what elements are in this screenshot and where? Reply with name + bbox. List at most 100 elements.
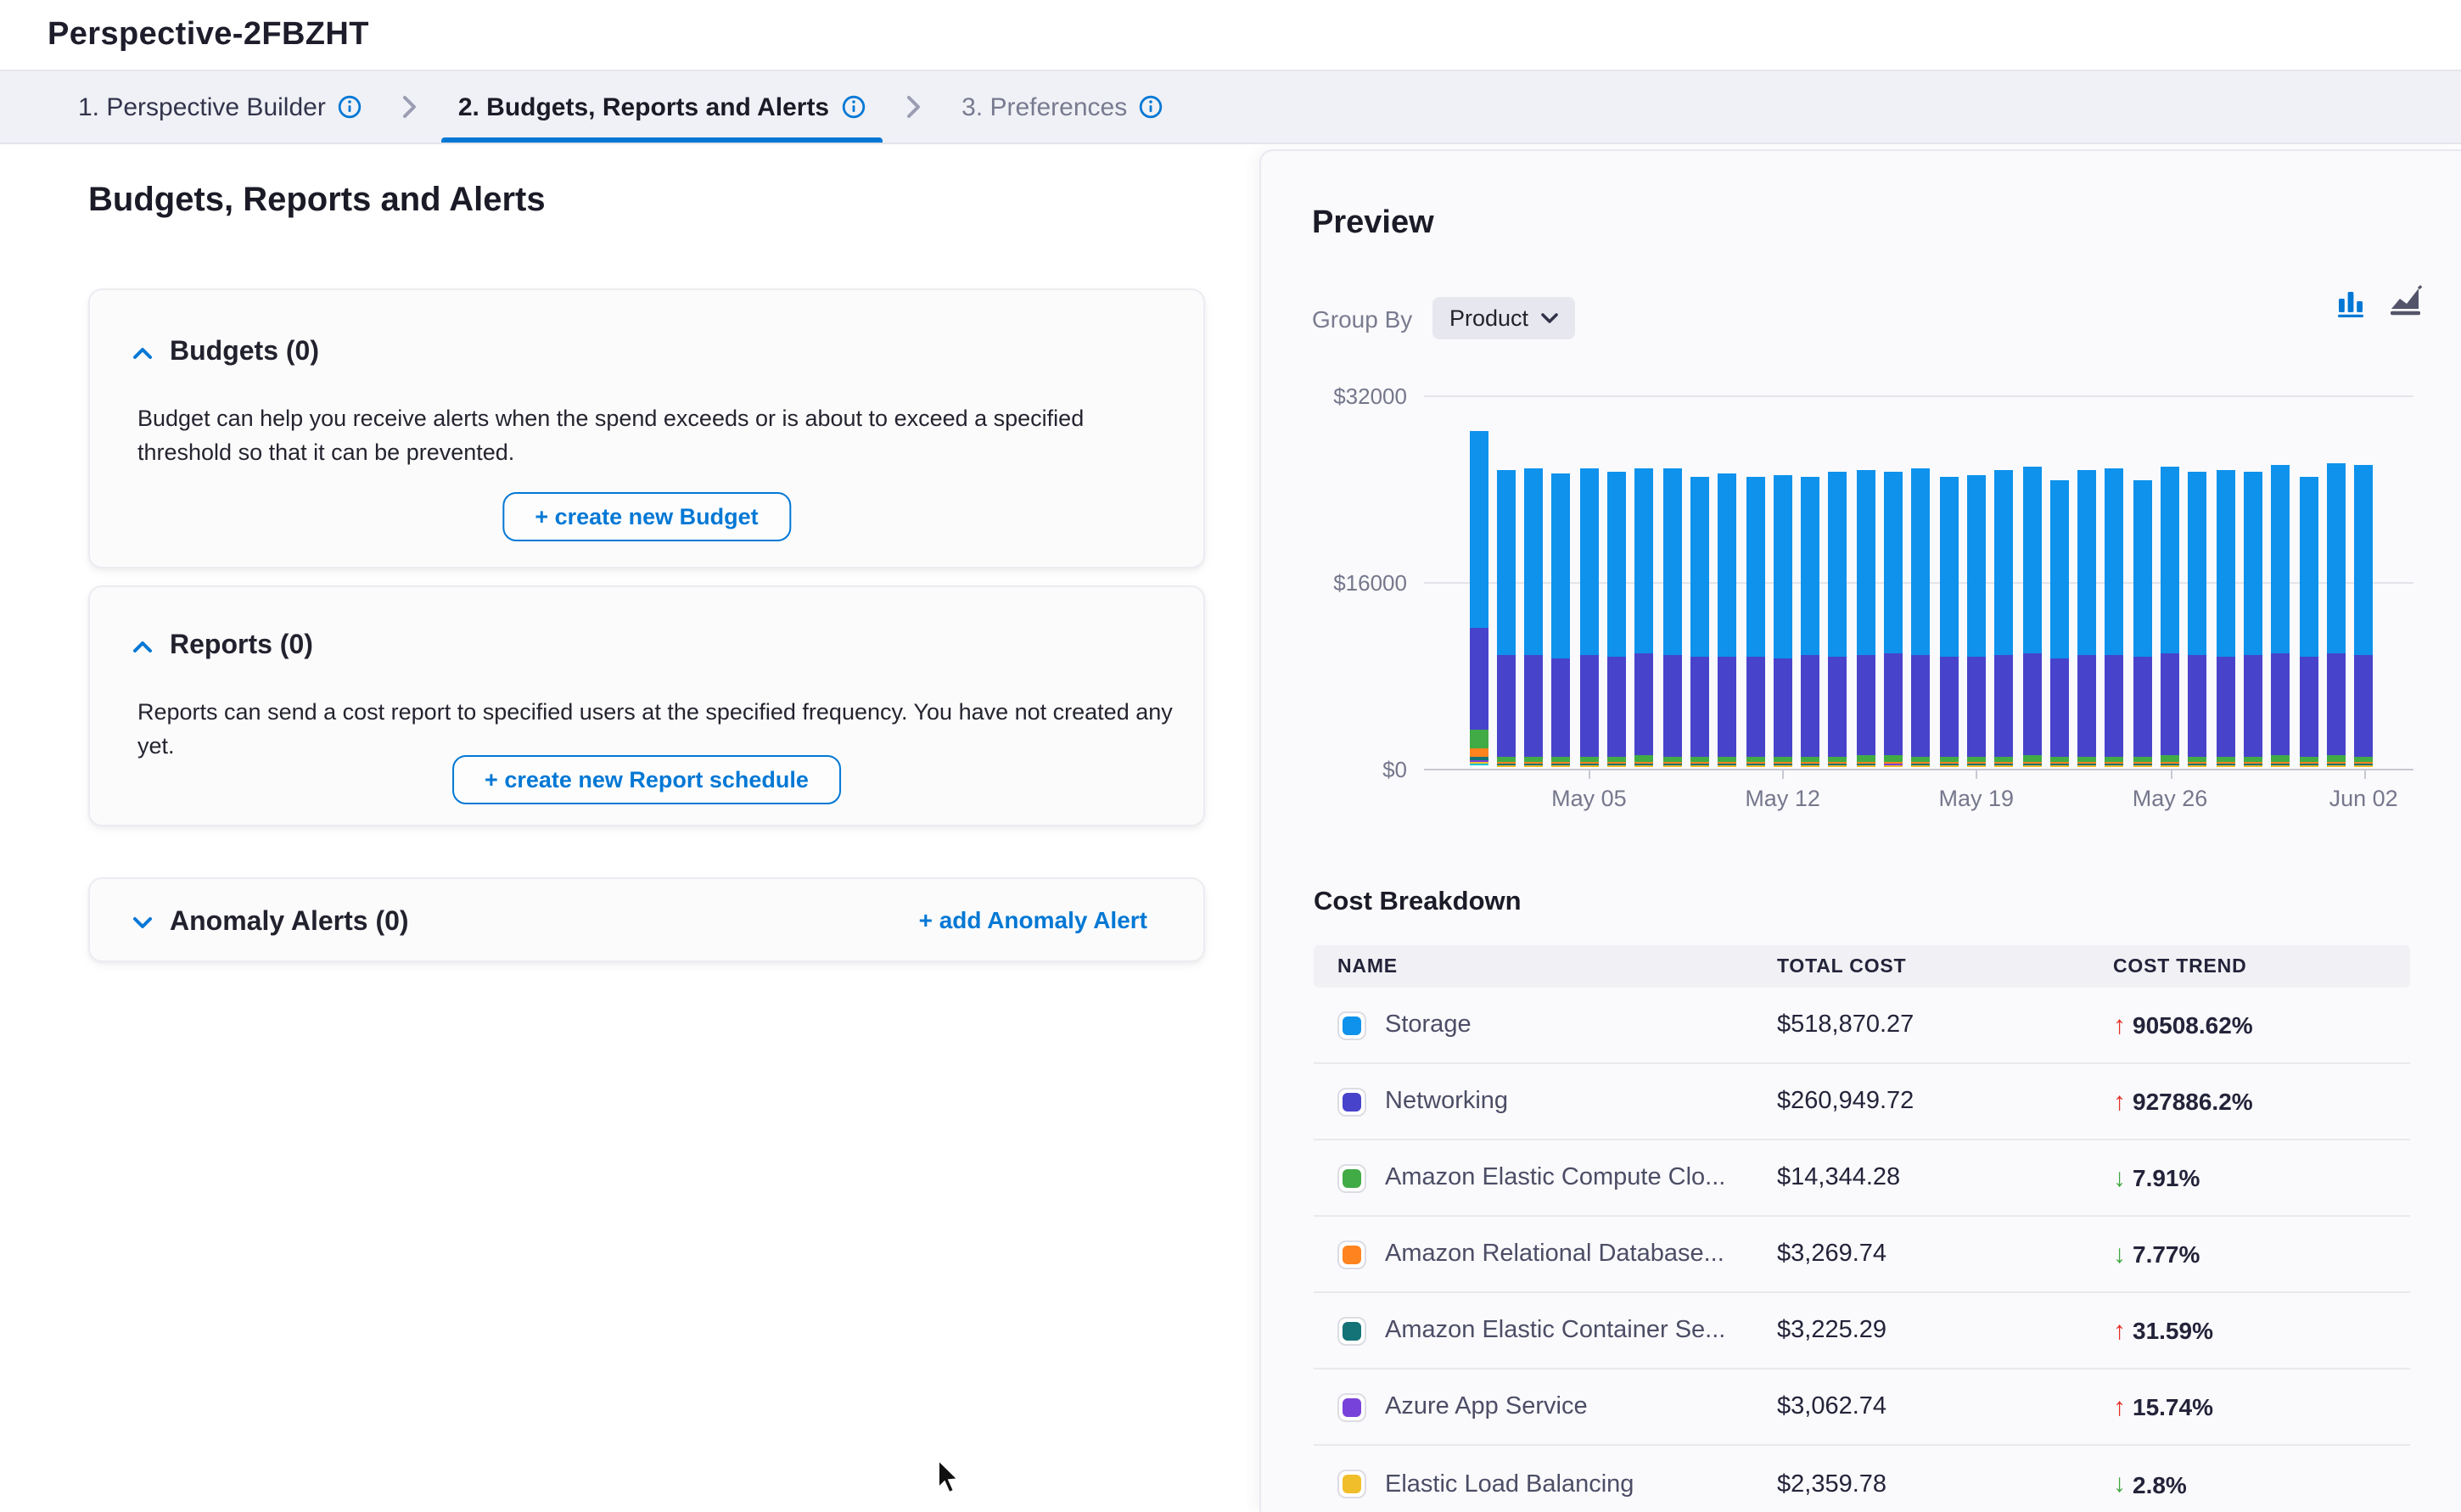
bar-segment — [1524, 762, 1544, 764]
bar-segment — [1746, 764, 1764, 766]
bar-segment — [1966, 757, 1986, 763]
bar-segment — [1884, 653, 1903, 755]
bar-segment — [1634, 765, 1654, 766]
stacked-bar — [1496, 470, 1516, 766]
bar-segment — [1801, 764, 1820, 766]
reports-card-header[interactable]: Reports (0) — [132, 631, 313, 662]
bar-segment — [1524, 765, 1544, 766]
group-by-dropdown[interactable]: Product — [1432, 297, 1575, 339]
bar-segment — [2049, 762, 2069, 764]
bar-segment — [2299, 762, 2318, 764]
table-row: Azure App Service $3,062.74 ↑ 15.74% — [1314, 1369, 2410, 1446]
stacked-bar — [2271, 464, 2290, 766]
bar-segment — [1911, 654, 1931, 758]
info-icon[interactable] — [841, 95, 865, 119]
bar-segment — [1746, 757, 1764, 763]
bar-segment — [1828, 656, 1847, 758]
bar-segment — [1856, 765, 1875, 766]
bar-chart-icon[interactable] — [2337, 287, 2368, 317]
stacked-bar — [2022, 466, 2041, 766]
bar-segment — [2188, 764, 2207, 766]
bar-segment — [2271, 652, 2290, 756]
bar-segment — [1662, 757, 1682, 763]
x-axis-tick — [1976, 768, 1978, 778]
stacked-bar — [1911, 468, 1931, 766]
bar-segment — [1551, 765, 1571, 766]
info-icon[interactable] — [1139, 95, 1163, 119]
bar-segment — [2188, 765, 2207, 766]
col-total-cost: TOTAL COST — [1777, 956, 1907, 977]
stacked-bar — [1634, 468, 1654, 766]
bar-segment — [1607, 757, 1626, 763]
anomaly-card-header[interactable]: Anomaly Alerts (0) — [132, 908, 409, 938]
bar-segment — [1801, 757, 1820, 763]
bar-segment — [2271, 763, 2290, 765]
page-title: Perspective-2FBZHT — [48, 16, 369, 52]
table-row: Storage $518,870.27 ↑ 90508.62% — [1314, 988, 2410, 1064]
bar-segment — [1551, 473, 1571, 658]
y-axis-tick-label: $32000 — [1333, 383, 1407, 408]
area-chart-icon[interactable] — [2390, 285, 2424, 317]
bar-segment — [1607, 762, 1626, 764]
bar-segment — [1551, 757, 1571, 763]
stacked-bar — [1884, 471, 1903, 766]
cost-breakdown-table: NAME TOTAL COST COST TREND Storage $518,8… — [1314, 945, 2410, 1512]
y-axis-tick-label: $16000 — [1333, 569, 1407, 595]
bar-segment — [1801, 765, 1820, 766]
table-row: Amazon Elastic Container Se... $3,225.29 ↑… — [1314, 1293, 2410, 1369]
tab-label: 1. Perspective Builder — [78, 92, 326, 121]
bar-segment — [2022, 466, 2041, 653]
bar-segment — [2188, 762, 2207, 764]
row-cost-trend: ↑ 927886.2% — [2113, 1087, 2410, 1116]
bar-segment — [1828, 757, 1847, 763]
table-row: Elastic Load Balancing $2,359.78 ↓ 2.8% — [1314, 1446, 2410, 1512]
bar-segment — [2133, 764, 2152, 766]
bar-segment — [1469, 762, 1488, 764]
stacked-bar — [1828, 472, 1847, 766]
x-axis-tick — [1589, 768, 1591, 778]
bar-segment — [1828, 472, 1847, 657]
bar-segment — [1718, 473, 1737, 657]
bar-segment — [2354, 464, 2374, 655]
bar-segment — [2105, 654, 2124, 758]
bar-segment — [2216, 470, 2235, 657]
trend-value: 90508.62% — [2133, 1011, 2253, 1039]
tab-3[interactable]: 3. Preferences — [951, 71, 1173, 143]
row-name: Amazon Relational Database... — [1385, 1240, 1724, 1268]
stacked-bar — [2049, 479, 2069, 766]
bar-segment — [1884, 471, 1903, 654]
bar-segment — [2077, 655, 2097, 758]
series-color-chip — [1337, 1087, 1366, 1116]
bar-segment — [1911, 764, 1931, 766]
bar-segment — [2188, 471, 2207, 656]
cost-breakdown-heading: Cost Breakdown — [1314, 888, 1522, 916]
info-icon[interactable] — [338, 95, 362, 119]
arrow-down-icon: ↓ — [2113, 1240, 2126, 1268]
reports-title: Reports (0) — [170, 631, 313, 660]
mouse-cursor — [938, 1459, 960, 1494]
tab-label: 3. Preferences — [961, 92, 1128, 121]
bar-segment — [1634, 468, 1654, 654]
bar-segment — [1496, 655, 1516, 758]
budgets-card-header[interactable]: Budgets (0) — [132, 338, 319, 368]
stacked-bar — [1801, 476, 1820, 766]
add-anomaly-alert-link[interactable]: + add Anomaly Alert — [918, 906, 1147, 933]
wizard-tab-bar: 1. Perspective Builder 2. Budgets, Report… — [0, 71, 2461, 144]
row-name: Amazon Elastic Compute Clo... — [1385, 1164, 1726, 1191]
row-cost-trend: ↓ 2.8% — [2113, 1470, 2410, 1498]
group-by-label: Group By — [1312, 305, 1413, 333]
bar-segment — [1690, 657, 1709, 758]
create-report-schedule-button[interactable]: + create new Report schedule — [452, 755, 841, 804]
bar-segment — [1911, 757, 1931, 763]
stacked-bar — [1718, 473, 1737, 766]
budgets-card: Budgets (0) Budget can help you receive … — [88, 288, 1205, 568]
tab-1[interactable]: 1. Perspective Builder — [68, 71, 372, 143]
bar-segment — [1551, 658, 1571, 758]
create-budget-button[interactable]: + create new Budget — [502, 492, 791, 541]
row-total-cost: $3,225.29 — [1777, 1317, 1887, 1344]
tab-2[interactable]: 2. Budgets, Reports and Alerts — [440, 71, 882, 143]
bar-segment — [1662, 468, 1682, 655]
bar-segment — [1690, 765, 1709, 766]
row-cost-trend: ↑ 90508.62% — [2113, 1011, 2410, 1039]
bar-segment — [1469, 431, 1488, 629]
